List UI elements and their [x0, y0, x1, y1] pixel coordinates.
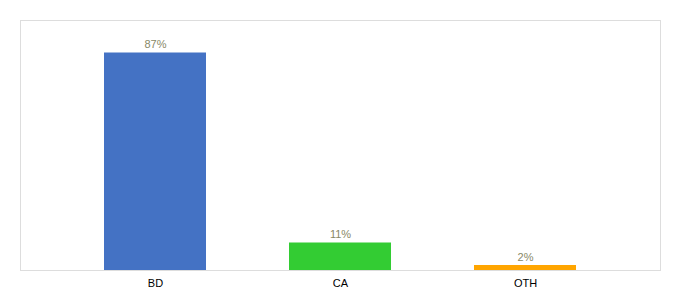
svg-text:CA: CA [333, 277, 349, 289]
svg-text:87%: 87% [144, 38, 166, 50]
svg-text:2%: 2% [518, 251, 534, 263]
svg-text:BD: BD [148, 277, 163, 289]
svg-text:11%: 11% [330, 228, 351, 240]
svg-text:OTH: OTH [514, 277, 537, 289]
